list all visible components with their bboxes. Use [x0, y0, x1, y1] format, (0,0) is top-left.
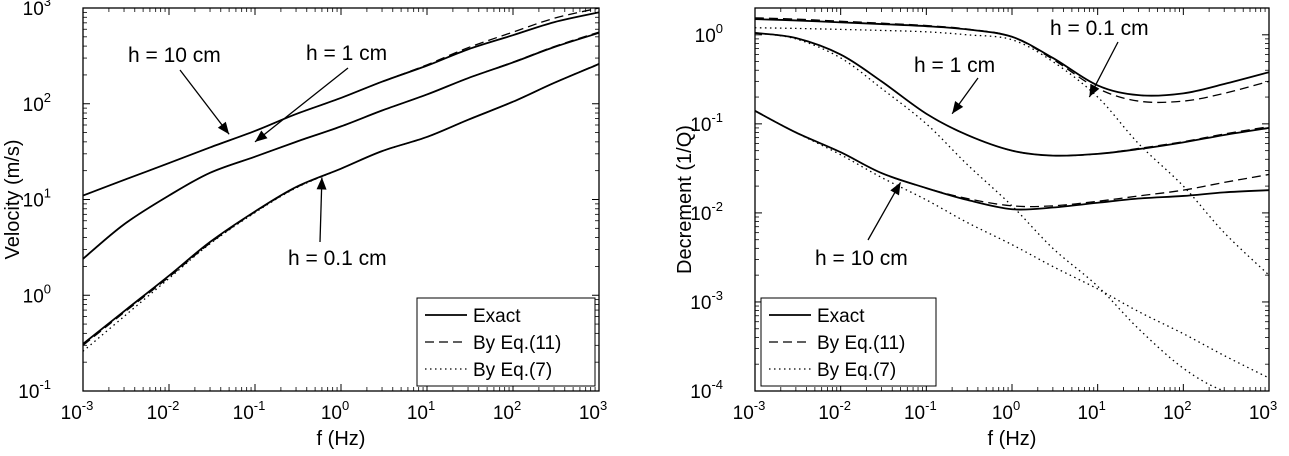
series-line-dashed: [755, 110, 1269, 208]
x-tick-label: 100: [321, 398, 349, 424]
y-tick-label: 10-1: [18, 377, 51, 403]
legend-label: Exact: [817, 306, 865, 327]
y-tick-label: 10-1: [690, 110, 723, 136]
legend-label: By Eq.(7): [817, 360, 896, 381]
annotation-arrow-head: [255, 130, 268, 142]
series-line-dashed: [83, 8, 599, 197]
annotation: h = 10 cm: [815, 182, 908, 270]
x-tick-label: 10-2: [147, 398, 180, 424]
y-tick-label: 101: [23, 186, 51, 212]
x-tick-label: 103: [579, 398, 607, 424]
annotation-label: h = 0.1 cm: [1050, 17, 1149, 40]
series-line-solid: [755, 18, 1269, 97]
series-group: [755, 17, 1269, 391]
y-tick-label: 100: [695, 21, 723, 47]
annotation: h = 1 cm: [914, 54, 995, 115]
annotation-label: h = 1 cm: [914, 54, 995, 77]
annotation-label: h = 1 cm: [306, 42, 387, 65]
annotation: h = 0.1 cm: [1050, 17, 1149, 98]
series-line-dashed: [755, 32, 1269, 157]
legend-label: By Eq.(11): [817, 333, 905, 354]
y-axis-label: Velocity (m/s): [2, 139, 24, 259]
x-axis-label: f (Hz): [988, 428, 1037, 450]
legend-label: By Eq.(11): [473, 333, 561, 354]
x-tick-label: 10-3: [61, 398, 94, 424]
annotation-arrow-head: [952, 101, 964, 114]
annotation-arrow-head: [890, 182, 901, 196]
series-line-dotted: [755, 27, 1269, 276]
y-tick-label: 102: [23, 90, 51, 116]
series-line-dashed: [83, 31, 599, 260]
annotation: h = 10 cm: [128, 44, 230, 135]
x-axis-label: f (Hz): [317, 428, 366, 450]
x-tick-label: 101: [1077, 398, 1105, 424]
chart-decrement: 10-3 10-2 10-1 100 101 102 103 10-4 10-3 10-2 10-1…: [674, 7, 1277, 450]
y-tick-label: 103: [23, 0, 51, 20]
legend: Exact By Eq.(11) By Eq.(7): [416, 297, 596, 387]
x-tick-label: 103: [1249, 398, 1277, 424]
series-line-dotted: [755, 32, 1227, 391]
annotation: h = 1 cm: [254, 42, 387, 143]
legend: Exact By Eq.(11) By Eq.(7): [760, 297, 937, 387]
series-line-dashed: [755, 17, 1269, 104]
legend-label: Exact: [473, 306, 521, 327]
annotation-label: h = 0.1 cm: [288, 247, 387, 270]
x-tick-label: 102: [1163, 398, 1191, 424]
series-line-solid: [755, 32, 1269, 157]
x-tick-label: 10-1: [904, 398, 937, 424]
annotation-label: h = 10 cm: [128, 44, 221, 67]
x-tick-label: 100: [992, 398, 1020, 424]
x-tick-label: 10-1: [233, 398, 266, 424]
annotation-arrow-line: [254, 67, 349, 143]
x-tick-label: 101: [407, 398, 435, 424]
annotation-arrow-head: [1089, 84, 1100, 98]
y-tick-label: 100: [23, 281, 51, 307]
annotation-arrow-line: [179, 69, 230, 135]
x-tick-label: 10-2: [818, 398, 851, 424]
x-tick-label: 10-3: [733, 398, 766, 424]
y-tick-label: 10-4: [690, 377, 723, 403]
y-tick-label: 10-2: [690, 199, 723, 225]
y-axis-label: Decrement (1/Q): [674, 125, 696, 274]
series-line-dotted: [755, 110, 1269, 379]
legend-label: By Eq.(7): [473, 360, 552, 381]
y-tick-label: 10-3: [690, 288, 723, 314]
series-line-solid: [755, 110, 1269, 211]
x-axis: 10-3 10-2 10-1 100 101 102 103: [733, 8, 1277, 424]
annotation: h = 0.1 cm: [288, 177, 387, 270]
y-axis: 10-1 100 101 102 103: [18, 0, 599, 403]
chart-velocity: 10-3 10-2 10-1 100 101 102 103 10-1 100 101 102 103…: [2, 0, 607, 450]
x-tick-label: 102: [493, 398, 521, 424]
annotation-label: h = 10 cm: [815, 247, 908, 270]
annotation-arrow-head: [316, 177, 327, 190]
annotation-arrow-head: [217, 121, 230, 135]
series-line-dashed: [83, 63, 599, 346]
series-group: [83, 8, 599, 352]
x-axis: 10-3 10-2 10-1 100 101 102 103: [61, 8, 607, 424]
